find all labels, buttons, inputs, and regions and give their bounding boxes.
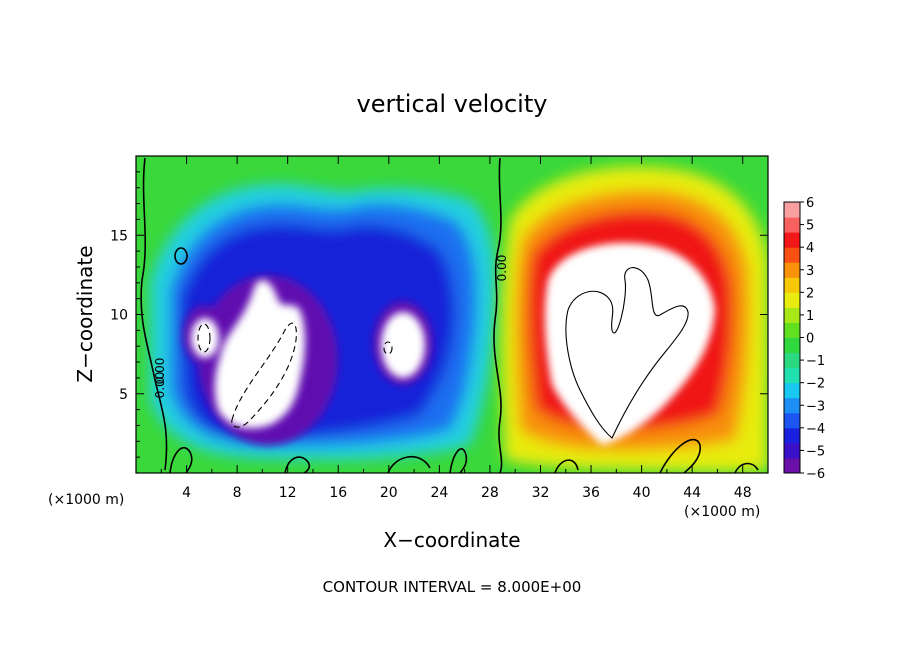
contour-neg-lobe [197, 323, 211, 353]
contour-label-west-b: 0.00 [153, 372, 167, 399]
colorbar-swatch [784, 337, 800, 354]
contour-zero-divide [493, 157, 503, 473]
x-tick-label: 16 [329, 485, 347, 501]
contour-zero-bottom-g [734, 462, 759, 473]
downdraft-white-west [214, 280, 305, 429]
x-tick-label: 36 [582, 485, 600, 501]
contour-zero-bottom-f [659, 438, 701, 473]
contour-negative [197, 322, 393, 428]
updraft-core-main [544, 242, 715, 445]
colorbar-tick-label: 5 [806, 219, 814, 234]
contour-zero-bottom-d [449, 448, 468, 473]
colorbar-tick-label: 3 [806, 264, 814, 279]
colorbar-tick-label: 2 [806, 286, 814, 301]
colorbar-swatch [784, 202, 800, 218]
colorbar-tick-label: −5 [806, 444, 825, 459]
downdraft-white-center [381, 312, 425, 378]
contour-zero-bottom-a [169, 446, 193, 473]
chart-title: vertical velocity [357, 90, 548, 118]
x-tick-label: 8 [233, 485, 242, 501]
x-tick-label: 32 [532, 485, 550, 501]
x-tick-label: 20 [380, 485, 398, 501]
colorbar-swatch [784, 382, 800, 399]
x-unit-right: (×1000 m) [684, 504, 760, 520]
downdraft-white-lobe [191, 318, 219, 358]
colorbar-swatch [784, 457, 800, 474]
colorbar-swatch [784, 277, 800, 293]
colorbar-swatch [784, 217, 800, 233]
colorbar-tick-label: −1 [806, 354, 825, 369]
x-tick-label: 48 [734, 485, 752, 501]
contour-zero-bottom-e [554, 459, 579, 473]
x-tick-label: 4 [182, 485, 191, 501]
colorbar-swatch [784, 307, 800, 323]
x-tick-label: 28 [481, 485, 499, 501]
x-tick-label: 12 [279, 485, 297, 501]
contour-pos-east [565, 267, 689, 439]
y-tick-label: 5 [119, 387, 128, 403]
colorbar-swatch [784, 247, 800, 263]
colorbar-tick-label: −2 [806, 377, 825, 392]
colorbar-swatch [784, 352, 800, 369]
contour-label-west-a: 0.00 [153, 358, 167, 385]
colorbar-tick-label: 0 [806, 332, 814, 347]
x-axis-label: X−coordinate [383, 528, 520, 552]
plot-area: 0.00 0.00 0.00 [136, 156, 768, 473]
x-unit-left: (×1000 m) [48, 492, 124, 508]
colorbar-swatch [784, 427, 800, 444]
colorbar-swatch [784, 232, 800, 248]
contour-positive [565, 267, 689, 439]
contour-zero-west [140, 157, 168, 471]
colorbar-tick-label: −3 [806, 399, 825, 414]
colorbar-swatch [784, 292, 800, 308]
colorbar-tick-label: 4 [806, 241, 814, 256]
contour-zero-bottom-b [284, 456, 311, 473]
contour-neg-center [383, 341, 393, 355]
contour-zero-bottom-c [387, 455, 431, 473]
contour-zero-small [174, 247, 188, 265]
y-tick-label: 15 [110, 228, 128, 244]
colorbar-swatch [784, 262, 800, 278]
y-axis-label: Z−coordinate [73, 245, 97, 382]
updraft-core [544, 242, 715, 445]
colorbar-tick-label: 6 [806, 196, 814, 211]
contour-neg-west [231, 322, 297, 428]
x-tick-label: 40 [633, 485, 651, 501]
colorbar-swatch [784, 397, 800, 414]
contour-labels: 0.00 0.00 0.00 [153, 255, 509, 399]
y-tick-label: 10 [110, 308, 128, 324]
colorbar-tick-label: −4 [806, 422, 825, 437]
x-tick-label: 44 [683, 485, 701, 501]
contour-lines [140, 157, 759, 473]
contour-label-divide: 0.00 [495, 255, 509, 282]
contour-interval-note: CONTOUR INTERVAL = 8.000E+00 [323, 578, 582, 596]
colorbar-swatch [784, 367, 800, 384]
colorbar: 6 5 4 3 2 1 0 −1 −2 −3 −4 −5 −6 [783, 196, 825, 482]
downdraft-extreme [191, 280, 425, 429]
colorbar-tick-label: −6 [806, 467, 825, 482]
x-tick-label: 24 [430, 485, 448, 501]
colorbar-swatch [784, 442, 800, 459]
colorbar-swatch [784, 322, 800, 338]
colorbar-tick-label: 1 [806, 309, 814, 324]
colorbar-swatch [784, 412, 800, 429]
